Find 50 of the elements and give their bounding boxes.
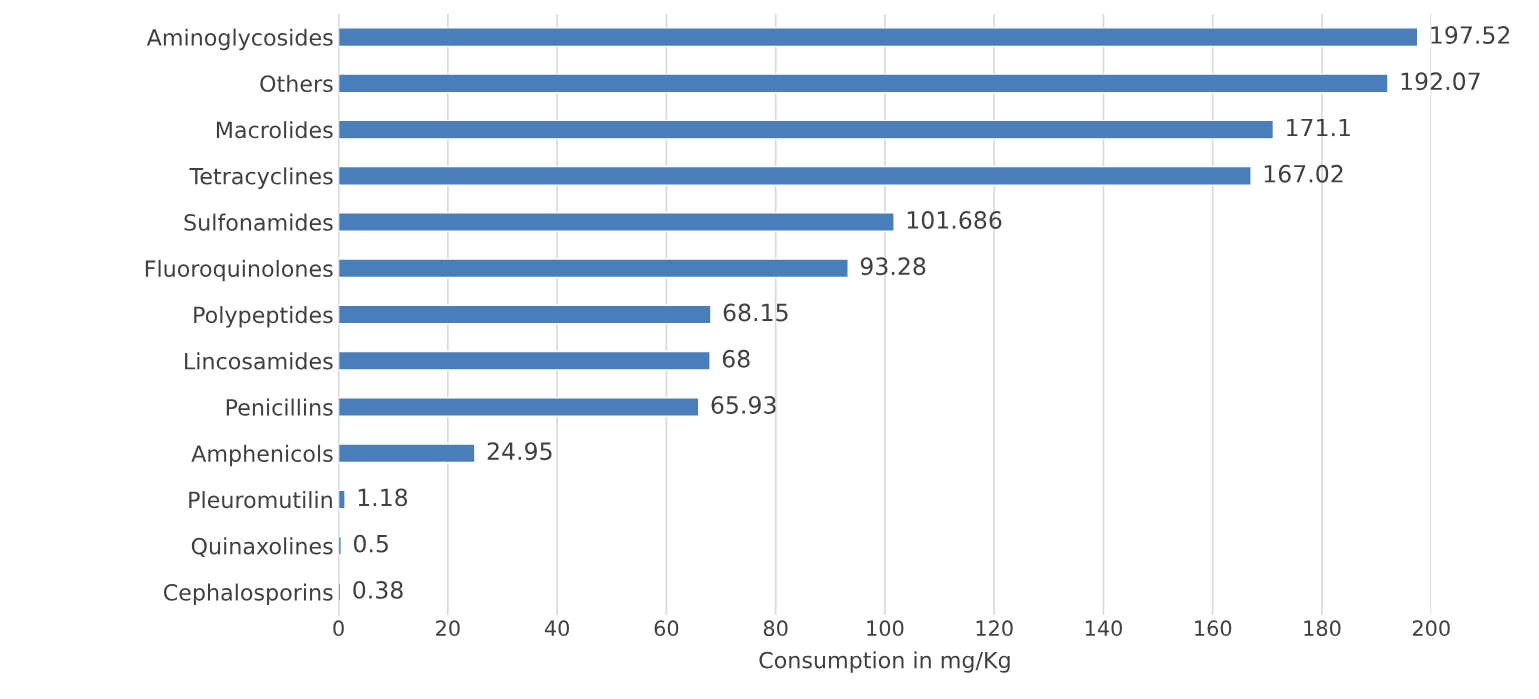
y-tick-label: Polypeptides xyxy=(194,306,333,328)
bar xyxy=(338,397,700,417)
data-label: 171.1 xyxy=(1287,118,1350,137)
y-tick-label: Others xyxy=(260,74,333,93)
bar xyxy=(338,443,476,464)
data-label: 197.52 xyxy=(1431,26,1510,44)
data-label: 93.28 xyxy=(860,257,926,276)
y-tick-label: Fluoroquinolones xyxy=(145,259,333,282)
y-tick-label: Pleuromutilin xyxy=(189,491,332,509)
x-tick-label: 140 xyxy=(1085,620,1122,637)
y-tick-label: Cephalosporins xyxy=(163,583,333,606)
data-label: 65.93 xyxy=(711,396,776,414)
x-tick-label: 40 xyxy=(544,620,569,637)
x-tick-label: 180 xyxy=(1304,620,1341,637)
bar xyxy=(338,535,343,556)
y-tick-label: Sulfonamides xyxy=(184,213,333,231)
bar xyxy=(338,489,346,510)
x-tick-label: 0 xyxy=(333,620,344,637)
data-label: 192.07 xyxy=(1401,72,1480,91)
data-label: 0.5 xyxy=(353,534,388,553)
y-tick-label: Lincosamides xyxy=(185,352,333,370)
data-label: 167.02 xyxy=(1264,164,1343,183)
x-tick-label: 80 xyxy=(763,620,788,637)
bar xyxy=(338,304,712,325)
data-label: 24.95 xyxy=(487,442,552,461)
bar xyxy=(338,212,895,233)
x-tick-label: 100 xyxy=(867,620,904,637)
bar xyxy=(338,165,1252,186)
x-tick-label: 60 xyxy=(654,620,679,637)
bar xyxy=(338,27,1419,48)
data-label: 0.38 xyxy=(353,580,403,599)
bar xyxy=(338,119,1275,140)
data-label: 68 xyxy=(722,349,750,368)
data-label: 1.18 xyxy=(358,488,408,507)
x-tick-label: 120 xyxy=(976,620,1013,637)
y-tick-label: Penicillins xyxy=(226,398,333,416)
y-tick-label: Aminoglycosides xyxy=(146,28,333,51)
y-tick-label: Macrolides xyxy=(216,121,333,139)
data-label: 68.15 xyxy=(723,303,788,322)
y-tick-label: Quinaxolines xyxy=(191,537,333,558)
bar xyxy=(338,350,711,371)
x-tick-label: 200 xyxy=(1412,620,1450,637)
x-tick-label: 160 xyxy=(1195,620,1232,637)
y-tick-label: Amphenicols xyxy=(191,444,333,467)
bar xyxy=(338,73,1389,94)
y-tick-label: Tetracyclines xyxy=(189,167,333,189)
x-axis-title: Consumption in mg/Kg xyxy=(759,651,1010,673)
x-tick-label: 20 xyxy=(436,620,460,637)
data-label: 101.686 xyxy=(907,211,1002,229)
bar xyxy=(338,258,849,279)
